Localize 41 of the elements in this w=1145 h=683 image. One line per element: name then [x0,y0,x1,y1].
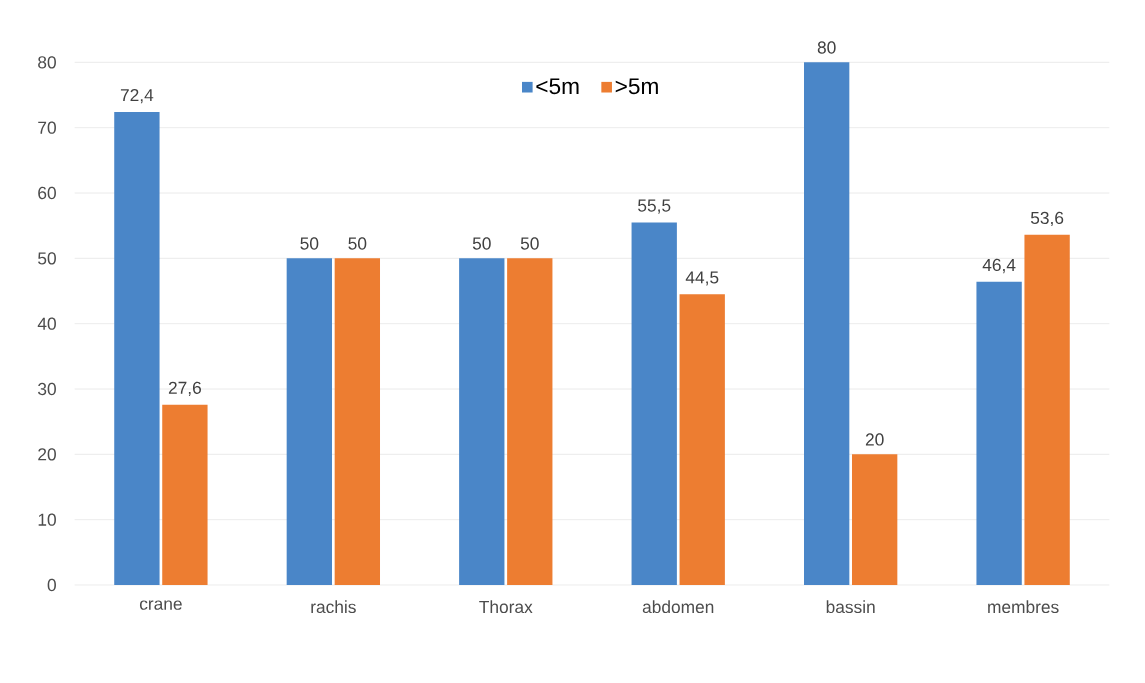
x-tick-label: rachis [311,600,356,614]
data-label: 50 [300,237,319,250]
y-tick-label: 10 [38,513,56,526]
bar [114,112,160,585]
data-label: 44,5 [685,271,719,286]
x-tick-label: Thorax [479,600,533,614]
bar [162,404,208,585]
bar [286,258,332,585]
bar [459,258,505,585]
bar [334,258,381,585]
y-tick-label: 80 [38,56,56,69]
bar [507,258,553,585]
legend-label: >5m [615,78,658,95]
data-label: 27,6 [168,381,202,396]
bar [1024,234,1070,585]
data-label: 50 [348,237,367,250]
data-label: 50 [472,237,491,250]
x-tick-label: membres [988,600,1059,614]
x-tick-label: abdomen [642,600,714,614]
data-label: 20 [865,433,884,446]
bar [804,62,850,585]
data-label: 55,5 [638,199,671,214]
data-label: 53,6 [1030,211,1064,227]
y-tick-label: 70 [38,121,56,134]
y-tick-label: 0 [47,578,56,592]
y-tick-label: 30 [38,382,56,396]
data-label: 80 [817,41,836,54]
data-label: 46,4 [982,258,1016,274]
y-tick-label: 20 [38,448,56,461]
data-label: 72,4 [120,88,154,104]
bar [631,222,677,585]
data-label: 50 [520,237,539,250]
bar [679,294,725,585]
y-tick-label: 40 [37,317,56,330]
bar [976,281,1022,585]
y-tick-label: 60 [38,186,56,200]
bar [852,454,898,585]
y-tick-label: 50 [38,252,56,265]
x-tick-label: crane [139,600,182,610]
x-tick-label: bassin [826,600,875,614]
legend-label: <5m [536,78,579,95]
